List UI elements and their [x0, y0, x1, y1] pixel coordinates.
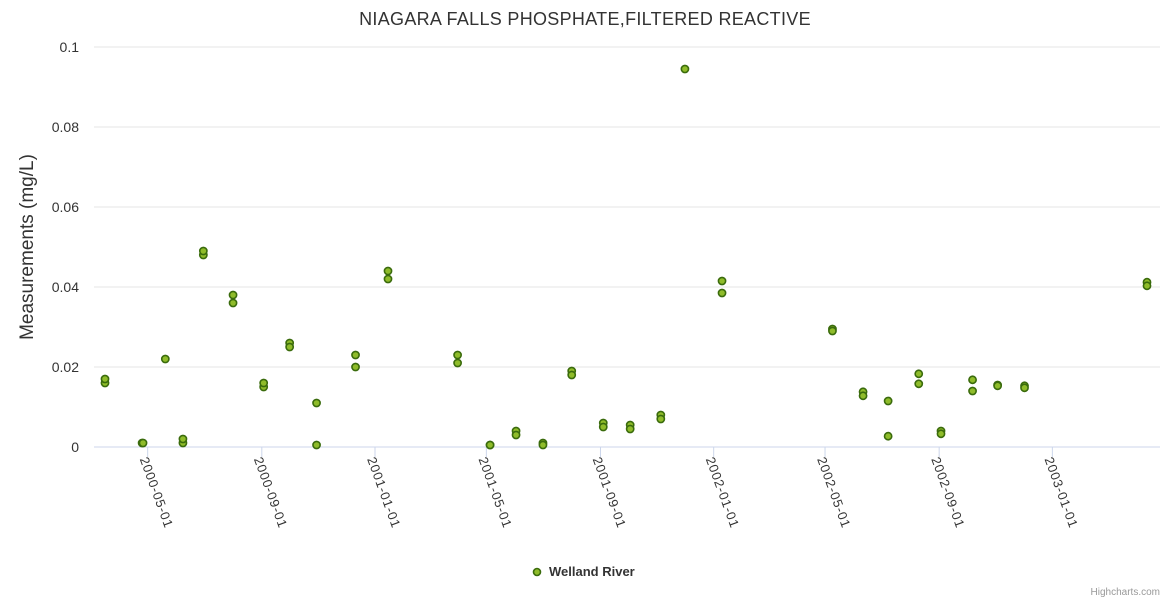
data-point[interactable] [453, 350, 462, 360]
y-axis-ticks: 0 0.02 0.04 0.06 0.08 0.1 [52, 39, 79, 455]
data-point[interactable] [351, 350, 360, 360]
data-point[interactable] [914, 379, 924, 389]
y-tick-label: 0.02 [52, 359, 79, 375]
chart-title: NIAGARA FALLS PHOSPHATE,FILTERED REACTIV… [359, 9, 811, 29]
data-point[interactable] [383, 266, 393, 276]
data-point[interactable] [198, 246, 208, 256]
data-point[interactable] [625, 424, 635, 434]
x-tick-label: 2002-09-01 [928, 455, 968, 530]
y-tick-label: 0.04 [52, 279, 79, 295]
scatter-points [100, 64, 1152, 450]
data-point[interactable] [178, 434, 188, 444]
data-point[interactable] [485, 440, 495, 450]
data-point[interactable] [351, 362, 360, 372]
x-axis-ticks: 2000-05-01 2000-09-01 2001-01-01 2001-05-01… [137, 447, 1081, 530]
y-tick-label: 0 [71, 439, 79, 455]
data-point[interactable] [968, 375, 977, 385]
x-tick-label: 2000-09-01 [251, 455, 291, 530]
legend-label-welland-river[interactable]: Welland River [549, 564, 635, 579]
data-point[interactable] [383, 274, 393, 284]
data-point[interactable] [717, 288, 727, 298]
data-point[interactable] [312, 398, 321, 408]
data-point[interactable] [453, 358, 462, 368]
x-tick-label: 2003-01-01 [1042, 455, 1082, 530]
data-point[interactable] [138, 438, 148, 448]
data-point[interactable] [1142, 281, 1152, 291]
x-tick-label: 2000-05-01 [137, 455, 177, 530]
data-point[interactable] [598, 422, 608, 432]
x-tick-label: 2001-09-01 [590, 455, 630, 530]
data-point[interactable] [160, 354, 170, 364]
legend-marker-welland-river [532, 567, 542, 577]
data-point[interactable] [858, 391, 868, 401]
data-point[interactable] [968, 386, 977, 396]
data-point[interactable] [511, 430, 521, 440]
data-point[interactable] [567, 370, 577, 380]
data-point[interactable] [285, 342, 295, 352]
data-point[interactable] [914, 369, 924, 379]
x-tick-label: 2001-05-01 [476, 455, 516, 530]
data-point[interactable] [883, 431, 893, 441]
data-point[interactable] [717, 276, 727, 286]
x-tick-label: 2002-01-01 [703, 455, 743, 530]
data-point[interactable] [538, 440, 548, 450]
data-point[interactable] [228, 298, 238, 308]
y-tick-label: 0.06 [52, 199, 79, 215]
data-point[interactable] [656, 414, 666, 424]
data-point[interactable] [312, 440, 321, 450]
legend[interactable]: Welland River [532, 564, 635, 579]
credits-link[interactable]: Highcharts.com [1091, 587, 1160, 598]
y-tick-label: 0.08 [52, 119, 79, 135]
data-point[interactable] [993, 381, 1003, 391]
data-point[interactable] [936, 429, 946, 439]
grid-lines [94, 46, 1160, 368]
data-point[interactable] [259, 378, 269, 388]
data-point[interactable] [680, 64, 690, 74]
data-point[interactable] [883, 396, 893, 406]
data-point[interactable] [828, 326, 837, 336]
x-tick-label: 2002-05-01 [814, 455, 854, 530]
data-point[interactable] [1020, 383, 1029, 393]
y-axis-title: Measurements (mg/L) [17, 154, 38, 340]
data-point[interactable] [100, 374, 110, 384]
y-tick-label: 0.1 [60, 39, 80, 55]
data-point[interactable] [228, 290, 238, 300]
x-tick-label: 2001-01-01 [364, 455, 404, 530]
